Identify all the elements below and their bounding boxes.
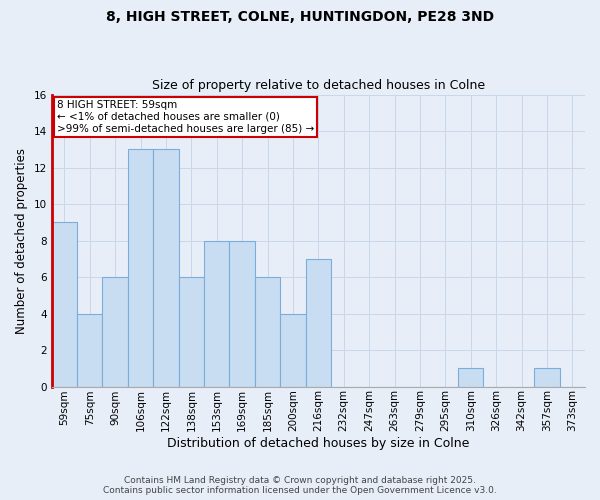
Bar [103, 277, 128, 386]
Bar [280, 314, 305, 386]
Bar [305, 259, 331, 386]
Y-axis label: Number of detached properties: Number of detached properties [15, 148, 28, 334]
Bar [204, 240, 229, 386]
Text: 8, HIGH STREET, COLNE, HUNTINGDON, PE28 3ND: 8, HIGH STREET, COLNE, HUNTINGDON, PE28 … [106, 10, 494, 24]
Bar [128, 150, 153, 386]
Bar [52, 222, 77, 386]
Bar [179, 277, 204, 386]
Text: Contains HM Land Registry data © Crown copyright and database right 2025.
Contai: Contains HM Land Registry data © Crown c… [103, 476, 497, 495]
Bar [255, 277, 280, 386]
X-axis label: Distribution of detached houses by size in Colne: Distribution of detached houses by size … [167, 437, 470, 450]
Title: Size of property relative to detached houses in Colne: Size of property relative to detached ho… [152, 79, 485, 92]
Bar [153, 150, 179, 386]
Text: 8 HIGH STREET: 59sqm
← <1% of detached houses are smaller (0)
>99% of semi-detac: 8 HIGH STREET: 59sqm ← <1% of detached h… [57, 100, 314, 134]
Bar [229, 240, 255, 386]
Bar [77, 314, 103, 386]
Bar [458, 368, 484, 386]
Bar [534, 368, 560, 386]
